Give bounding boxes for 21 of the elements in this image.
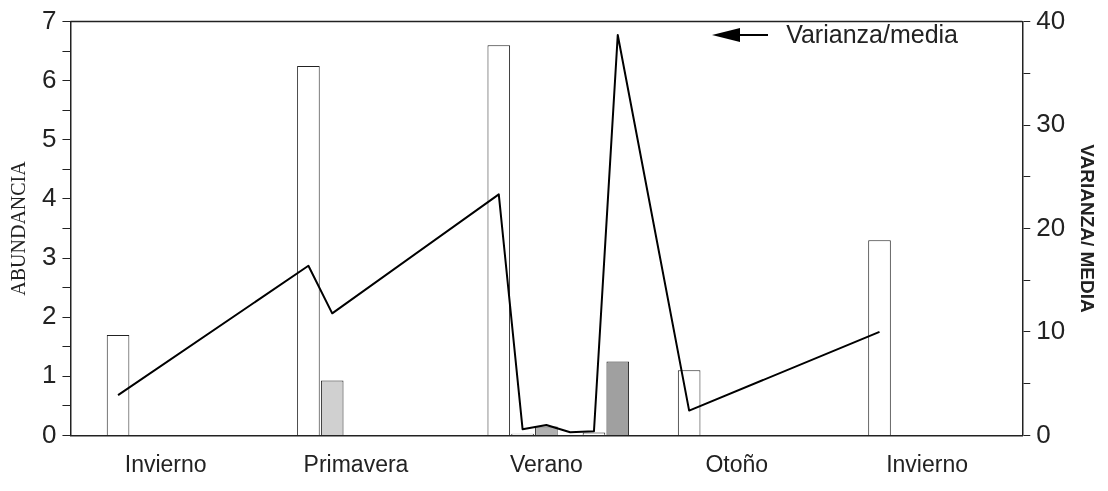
y-tick-label: 7	[41, 4, 57, 35]
y-tick-label: 1	[41, 359, 57, 390]
y2-tick-label: 30	[1036, 108, 1066, 139]
x-tick-label: Verano	[509, 450, 583, 477]
y2-tick-label: 40	[1036, 4, 1066, 35]
y-tick-label: 2	[41, 300, 57, 331]
y2-tick-label: 0	[1036, 418, 1051, 449]
y2-tick-label: 10	[1036, 315, 1066, 346]
y-tick-label: 4	[41, 182, 57, 213]
y-tick-label: 5	[41, 123, 57, 153]
legend-label: Varianza/media	[786, 20, 958, 49]
x-tick-label: Otoño	[705, 450, 769, 477]
y-axis-title: ABUNDANCIA	[7, 160, 30, 296]
x-tick-label: Invierno	[124, 450, 207, 477]
y2-tick-label: 20	[1036, 211, 1066, 242]
x-tick-label: Invierno	[886, 450, 969, 477]
y-tick-label: 0	[41, 418, 57, 449]
x-tick-label: Primavera	[303, 450, 409, 477]
y-tick-label: 3	[41, 241, 57, 272]
y-tick-label: 6	[41, 63, 57, 94]
y2-axis-title: VARIANZA/ MEDIA	[1077, 144, 1099, 314]
